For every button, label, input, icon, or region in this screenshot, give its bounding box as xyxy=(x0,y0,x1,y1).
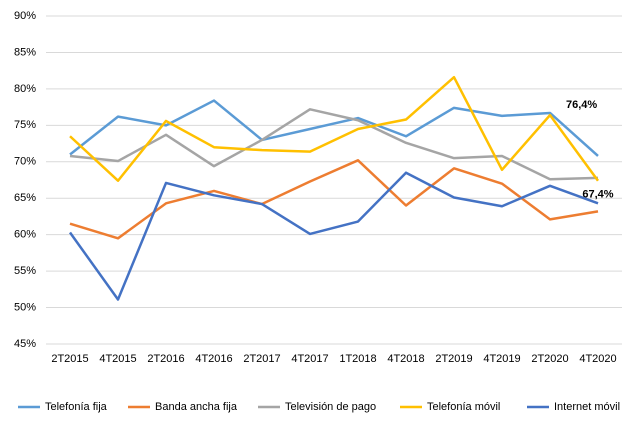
series-line xyxy=(69,159,599,240)
x-tick-label: 2T2017 xyxy=(243,353,280,365)
y-tick-label: 80% xyxy=(14,83,36,95)
x-tick-label: 4T2019 xyxy=(483,353,520,365)
legend-label: Televisión de pago xyxy=(285,401,376,413)
series-line xyxy=(69,108,599,181)
x-tick-label: 4T2017 xyxy=(291,353,328,365)
y-tick-label: 45% xyxy=(14,338,36,350)
y-tick-label: 70% xyxy=(14,156,36,168)
x-tick-label: 2T2020 xyxy=(531,353,568,365)
data-label: 76,4% xyxy=(566,99,597,111)
y-tick-label: 85% xyxy=(14,46,36,58)
x-tick-label: 1T2018 xyxy=(339,353,376,365)
y-tick-label: 90% xyxy=(14,10,36,22)
legend-label: Telefonía móvil xyxy=(427,401,500,413)
series-line xyxy=(69,75,600,182)
y-tick-label: 55% xyxy=(14,265,36,277)
data-label: 67,4% xyxy=(582,189,613,201)
y-tick-label: 60% xyxy=(14,229,36,241)
legend-label: Internet móvil xyxy=(554,401,620,413)
x-tick-label: 2T2019 xyxy=(435,353,472,365)
y-tick-label: 65% xyxy=(14,192,36,204)
legend-label: Telefonía fija xyxy=(45,401,108,413)
series-line xyxy=(68,171,599,301)
y-tick-label: 50% xyxy=(14,301,36,313)
legend-label: Banda ancha fija xyxy=(155,401,238,413)
x-tick-label: 2T2015 xyxy=(51,353,88,365)
x-tick-label: 4T2020 xyxy=(579,353,616,365)
x-tick-label: 4T2016 xyxy=(195,353,232,365)
x-tick-label: 4T2018 xyxy=(387,353,424,365)
series-line xyxy=(69,99,599,157)
x-tick-label: 4T2015 xyxy=(99,353,136,365)
x-tick-label: 2T2016 xyxy=(147,353,184,365)
y-tick-label: 75% xyxy=(14,119,36,131)
